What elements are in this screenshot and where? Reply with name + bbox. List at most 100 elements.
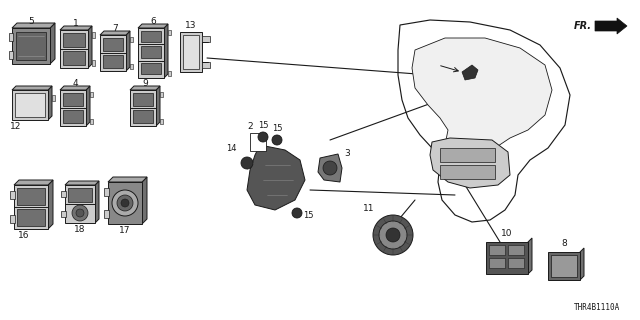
- Bar: [60, 90, 86, 126]
- Polygon shape: [156, 86, 160, 126]
- Polygon shape: [138, 24, 168, 28]
- Polygon shape: [130, 86, 160, 90]
- Bar: [489, 245, 505, 255]
- Bar: [168, 30, 171, 35]
- Polygon shape: [126, 31, 130, 71]
- Bar: [160, 92, 163, 97]
- Polygon shape: [430, 138, 510, 188]
- Circle shape: [121, 199, 129, 207]
- Bar: [104, 210, 109, 218]
- Bar: [551, 255, 577, 277]
- Polygon shape: [412, 38, 552, 172]
- Polygon shape: [142, 177, 147, 224]
- Bar: [168, 71, 171, 76]
- Polygon shape: [462, 65, 478, 80]
- Text: 16: 16: [18, 231, 29, 240]
- Bar: [508, 258, 524, 268]
- Bar: [14, 185, 48, 229]
- Bar: [183, 35, 199, 69]
- Bar: [90, 119, 93, 124]
- Polygon shape: [528, 238, 532, 274]
- Polygon shape: [164, 24, 168, 78]
- Polygon shape: [398, 20, 570, 222]
- Polygon shape: [48, 180, 53, 229]
- Text: 9: 9: [142, 79, 148, 88]
- Polygon shape: [108, 177, 147, 182]
- Bar: [440, 148, 495, 162]
- Bar: [100, 35, 126, 71]
- Text: 2: 2: [247, 122, 253, 131]
- Bar: [103, 38, 123, 51]
- Bar: [108, 182, 142, 224]
- Bar: [63, 33, 85, 47]
- Bar: [508, 245, 524, 255]
- Circle shape: [112, 190, 138, 216]
- Bar: [130, 37, 133, 42]
- Polygon shape: [318, 154, 342, 182]
- Text: 3: 3: [344, 149, 349, 158]
- Text: 8: 8: [561, 239, 567, 248]
- Text: 12: 12: [10, 122, 21, 131]
- Bar: [52, 95, 55, 101]
- Polygon shape: [595, 18, 627, 34]
- Circle shape: [241, 157, 253, 169]
- Bar: [250, 133, 266, 151]
- Bar: [141, 63, 161, 74]
- Bar: [63, 51, 85, 65]
- Circle shape: [292, 208, 302, 218]
- Text: 14: 14: [227, 144, 237, 153]
- Polygon shape: [14, 180, 53, 185]
- Bar: [17, 188, 45, 205]
- Polygon shape: [48, 86, 52, 120]
- Bar: [486, 242, 528, 274]
- Circle shape: [272, 135, 282, 145]
- Polygon shape: [86, 86, 90, 126]
- Bar: [202, 62, 210, 68]
- Bar: [103, 55, 123, 68]
- Bar: [92, 60, 95, 66]
- Bar: [68, 188, 92, 202]
- Bar: [61, 191, 66, 197]
- Bar: [92, 32, 95, 38]
- Bar: [10, 191, 15, 199]
- Bar: [61, 211, 66, 217]
- Bar: [133, 93, 153, 106]
- Bar: [130, 64, 133, 69]
- Bar: [138, 28, 164, 78]
- Polygon shape: [12, 23, 55, 28]
- Text: 15: 15: [258, 121, 268, 130]
- Bar: [60, 30, 88, 68]
- Bar: [90, 92, 93, 97]
- Text: FR.: FR.: [574, 21, 592, 31]
- Bar: [141, 46, 161, 58]
- Text: 11: 11: [364, 204, 375, 213]
- Bar: [130, 90, 156, 126]
- Bar: [17, 209, 45, 226]
- Circle shape: [117, 195, 133, 211]
- Text: THR4B1110A: THR4B1110A: [573, 303, 620, 312]
- Bar: [180, 32, 202, 72]
- Polygon shape: [580, 248, 584, 280]
- Polygon shape: [60, 26, 92, 30]
- Polygon shape: [60, 86, 90, 90]
- Text: 15: 15: [303, 211, 314, 220]
- Text: 7: 7: [112, 24, 118, 33]
- Circle shape: [323, 161, 337, 175]
- Polygon shape: [12, 86, 52, 90]
- Bar: [141, 31, 161, 42]
- Bar: [16, 32, 46, 60]
- Circle shape: [76, 209, 84, 217]
- Bar: [133, 110, 153, 123]
- Circle shape: [373, 215, 413, 255]
- Bar: [63, 93, 83, 106]
- Bar: [489, 258, 505, 268]
- Bar: [10, 215, 15, 223]
- Text: 10: 10: [501, 229, 513, 238]
- Text: 18: 18: [74, 225, 86, 234]
- Polygon shape: [95, 181, 99, 223]
- Polygon shape: [88, 26, 92, 68]
- Polygon shape: [50, 23, 55, 64]
- Bar: [440, 165, 495, 179]
- Text: 4: 4: [72, 79, 78, 88]
- Bar: [9, 51, 13, 59]
